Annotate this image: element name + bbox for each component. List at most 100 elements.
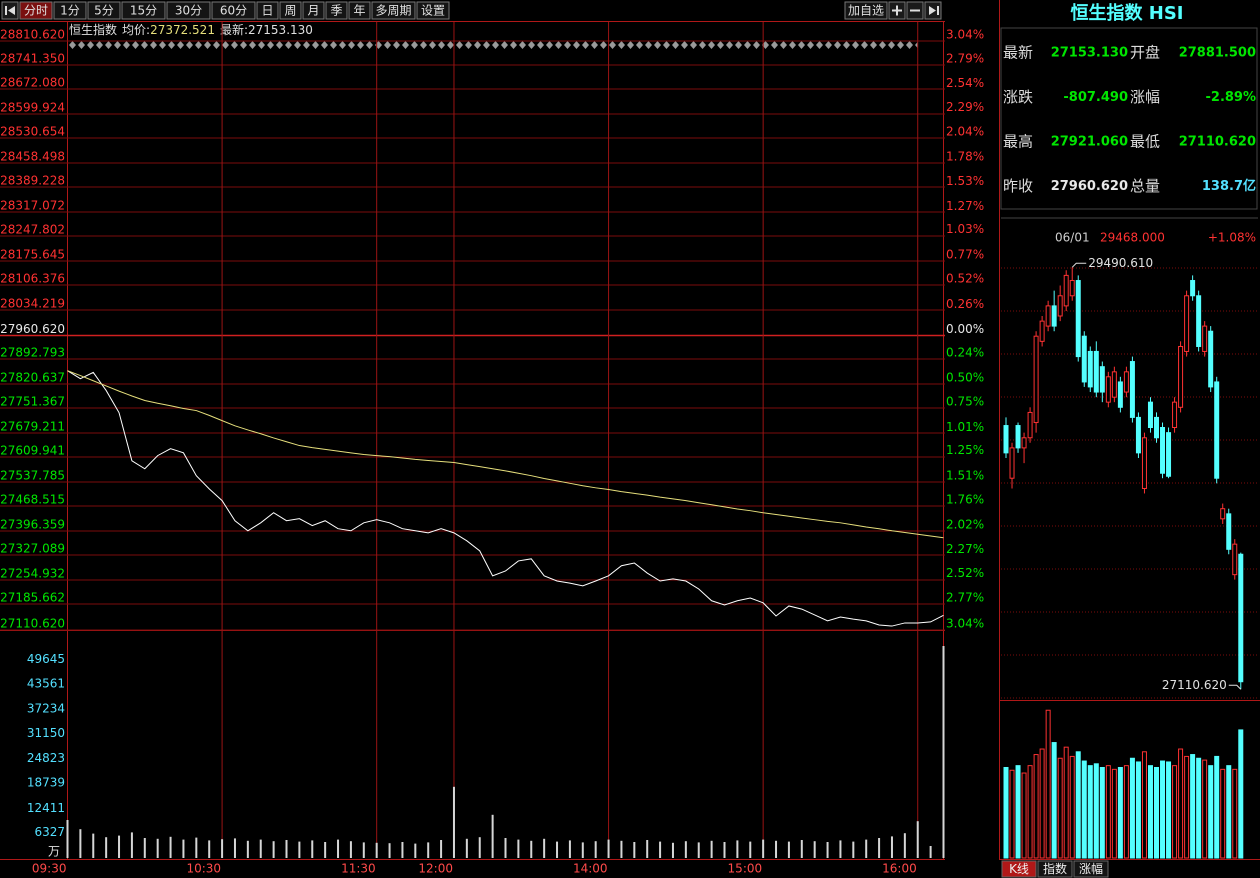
period-button[interactable] xyxy=(211,1,256,20)
kline-date: 06/01 xyxy=(1055,231,1090,245)
period-button[interactable] xyxy=(302,1,325,20)
period-label[interactable]: 60分 xyxy=(220,4,247,18)
period-label[interactable]: 15分 xyxy=(130,4,157,18)
tab-label[interactable]: 涨幅 xyxy=(1079,861,1103,876)
y2-tick-label: 1.27% xyxy=(946,199,984,213)
action-button[interactable] xyxy=(844,1,888,20)
candle-body xyxy=(1172,401,1178,429)
kline-change: +1.08% xyxy=(1208,231,1256,245)
tab-label[interactable]: K线 xyxy=(1009,862,1029,876)
candle-body xyxy=(1051,305,1057,327)
y-tick-label: 37234 xyxy=(27,702,65,716)
volume-bar xyxy=(865,839,868,858)
quote-title: 恒生指数 HSI xyxy=(1071,2,1184,24)
volume-bar xyxy=(1232,768,1238,859)
volume-bar xyxy=(1129,757,1135,859)
period-button[interactable] xyxy=(279,1,302,20)
volume-bar xyxy=(427,842,430,858)
volume-bar xyxy=(324,842,327,858)
volume-bar xyxy=(762,839,765,858)
quote-value: -807.490 xyxy=(1063,90,1128,105)
volume-bar xyxy=(607,839,610,858)
period-button[interactable] xyxy=(121,1,166,20)
candle-body xyxy=(1105,376,1111,403)
candle-body xyxy=(1015,425,1021,449)
period-label[interactable]: 多周期 xyxy=(375,4,411,18)
candle-body xyxy=(1141,437,1147,489)
period-label[interactable]: 日 xyxy=(261,4,273,18)
candle-body xyxy=(1232,543,1238,576)
volume-bar xyxy=(362,842,365,858)
volume-bar xyxy=(1069,755,1075,859)
candle-body xyxy=(1220,508,1226,520)
zoom-in[interactable] xyxy=(888,1,906,20)
period-label[interactable]: 1分 xyxy=(60,4,80,18)
tab-label[interactable]: 指数 xyxy=(1043,861,1067,876)
period-label[interactable]: 设置 xyxy=(421,4,445,18)
volume-bar xyxy=(1081,760,1087,859)
period-button[interactable] xyxy=(325,1,348,20)
tab[interactable] xyxy=(1073,860,1109,878)
volume-bar xyxy=(1009,769,1015,859)
y-tick-label: 28175.645 xyxy=(0,248,65,262)
y-tick-label: 27751.367 xyxy=(0,395,65,409)
volume-bar xyxy=(169,836,172,858)
volume-bar xyxy=(66,820,69,858)
last-label: 最新: xyxy=(220,22,248,37)
volume-bar xyxy=(826,842,829,858)
tab[interactable] xyxy=(1037,860,1073,878)
quote-value: 27960.620 xyxy=(1051,179,1128,194)
y2-tick-label: 2.27% xyxy=(946,542,984,556)
candle-body xyxy=(1027,411,1033,439)
volume-bar xyxy=(890,836,893,858)
volume-bar xyxy=(1178,748,1184,859)
period-button[interactable] xyxy=(256,1,279,20)
period-label[interactable]: 月 xyxy=(307,4,319,18)
y2-tick-label: 3.04% xyxy=(946,28,984,42)
tab[interactable] xyxy=(1001,860,1037,878)
y-unit: 万 xyxy=(48,845,60,859)
quote-label: 涨跌 xyxy=(1003,88,1033,106)
y-tick-label: 12411 xyxy=(27,801,65,815)
y2-tick-label: 0.77% xyxy=(946,247,984,261)
volume-bar xyxy=(465,838,468,858)
x-tick-label: 16:00 xyxy=(882,862,917,876)
price-line xyxy=(67,370,944,539)
candle-body xyxy=(1123,371,1129,393)
quote-label: 涨幅 xyxy=(1130,88,1160,106)
period-label[interactable]: 季 xyxy=(330,4,342,18)
period-button[interactable] xyxy=(53,1,87,20)
volume-bar xyxy=(1045,709,1051,859)
volume-bar xyxy=(1184,755,1190,859)
volume-bar xyxy=(1117,766,1123,859)
nav-right[interactable] xyxy=(924,1,942,20)
period-label[interactable]: 周 xyxy=(284,4,296,18)
volume-bar xyxy=(1135,761,1141,859)
period-button[interactable] xyxy=(416,1,450,20)
volume-bar xyxy=(1021,772,1027,859)
y-tick-label: 27892.793 xyxy=(0,346,65,360)
volume-bar xyxy=(684,841,687,858)
period-label[interactable]: 5分 xyxy=(94,4,114,18)
candle-body xyxy=(1147,401,1153,429)
nav-left[interactable] xyxy=(1,1,19,20)
period-button[interactable] xyxy=(371,1,416,20)
zoom-out[interactable] xyxy=(906,1,924,20)
candle-body xyxy=(1057,295,1063,317)
volume-bar xyxy=(452,786,455,858)
period-label[interactable]: 年 xyxy=(353,4,365,18)
quote-label: 最高 xyxy=(1003,133,1033,151)
period-button[interactable] xyxy=(19,1,53,20)
action-label[interactable]: 加自选 xyxy=(848,4,884,18)
period-label[interactable]: 分时 xyxy=(24,4,48,18)
y2-tick-label: 1.76% xyxy=(946,493,984,507)
period-button[interactable] xyxy=(166,1,211,20)
annotation-label: 29490.610 xyxy=(1088,256,1153,270)
y-tick-label: 27254.932 xyxy=(0,567,65,581)
volume-bar xyxy=(221,839,224,858)
period-label[interactable]: 30分 xyxy=(175,4,202,18)
period-button[interactable] xyxy=(348,1,371,20)
y-tick-label: 27537.785 xyxy=(0,468,65,482)
period-button[interactable] xyxy=(87,1,121,20)
